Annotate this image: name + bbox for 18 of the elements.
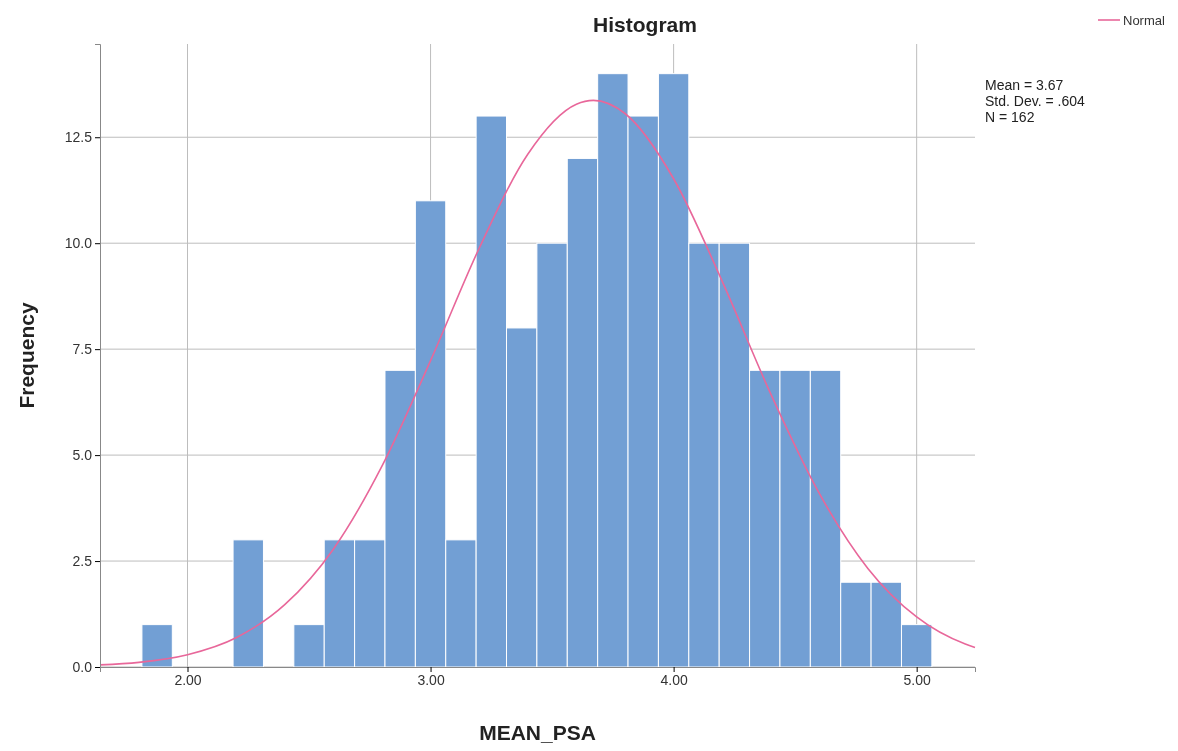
text: N = 162 — [985, 109, 1035, 125]
y-tick-label: 7.5 — [72, 341, 93, 358]
text: Std. Dev. = .604 — [985, 93, 1085, 109]
y-tick-label: 10.0 — [64, 235, 93, 252]
x-tick-label: 3.00 — [417, 671, 445, 688]
chart-title: Histogram — [593, 13, 697, 36]
x-axis-title: MEAN_PSA — [479, 721, 596, 744]
x-tick-label: 4.00 — [660, 671, 688, 688]
legend-label: Normal — [1123, 13, 1166, 28]
text: Mean = 3.67 — [985, 77, 1064, 93]
x-tick-label: 5.00 — [903, 671, 931, 688]
y-tick-label: 0.0 — [72, 658, 93, 675]
y-tick-label: 12.5 — [64, 129, 93, 146]
x-tick-label: 2.00 — [174, 671, 202, 688]
y-tick-label: 2.5 — [72, 553, 93, 570]
line-series — [99, 99, 976, 666]
y-tick-label: 5.0 — [72, 447, 93, 464]
y-axis-title: Frequency — [15, 302, 38, 409]
